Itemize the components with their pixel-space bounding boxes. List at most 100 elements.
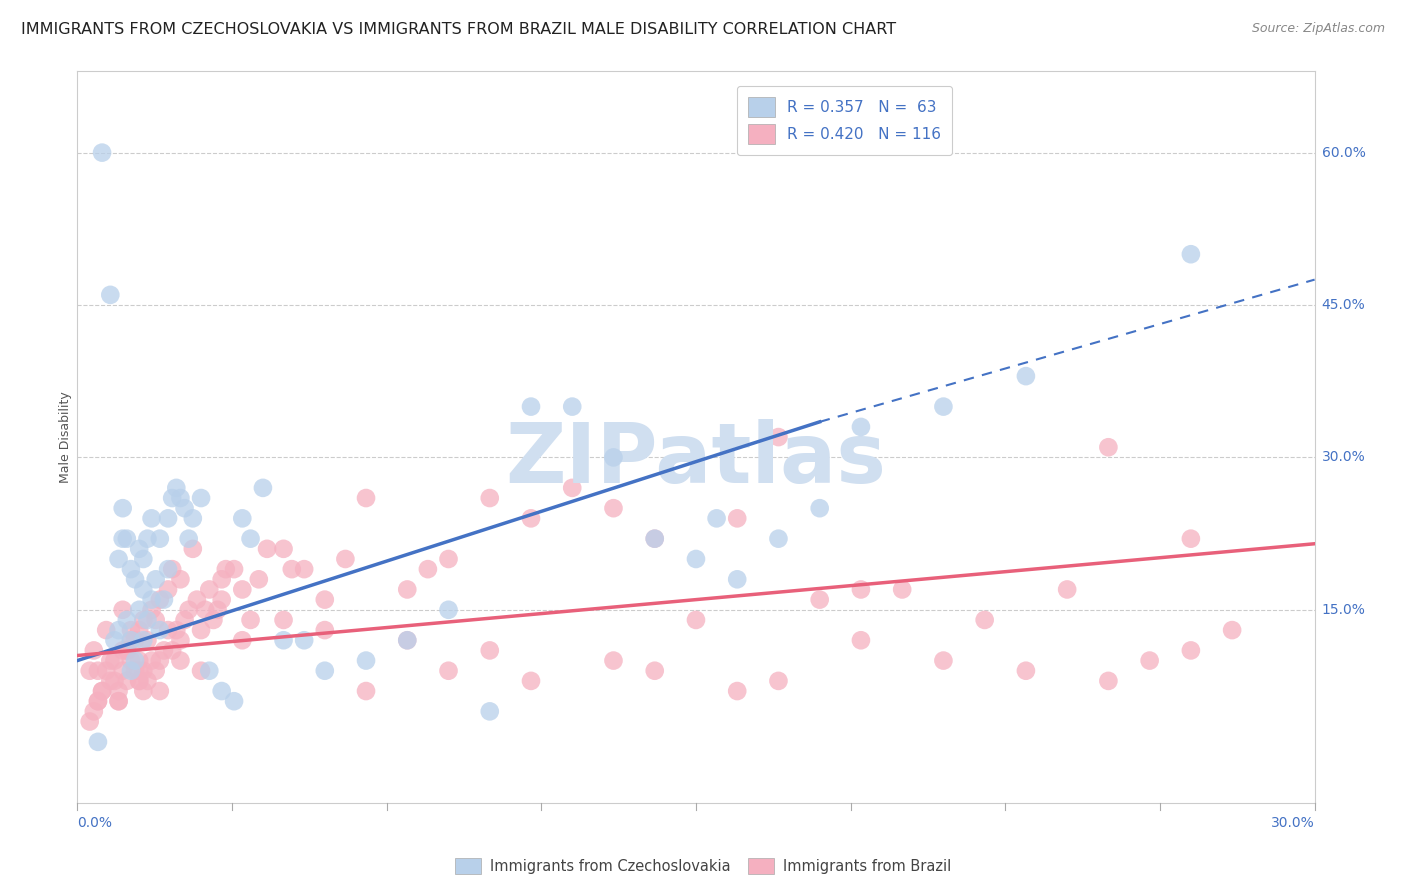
Point xyxy=(87,735,110,749)
Point xyxy=(128,623,150,637)
Point xyxy=(177,532,200,546)
Point xyxy=(932,654,955,668)
Point xyxy=(520,400,543,414)
Point xyxy=(1015,369,1038,384)
Point xyxy=(111,643,134,657)
Point xyxy=(120,623,142,637)
Point xyxy=(198,664,221,678)
Point xyxy=(1097,440,1119,454)
Point xyxy=(478,705,501,719)
Point xyxy=(149,592,172,607)
Point xyxy=(354,491,377,505)
Point xyxy=(211,684,233,698)
Point xyxy=(314,623,336,637)
Text: 45.0%: 45.0% xyxy=(1322,298,1365,312)
Point xyxy=(644,664,666,678)
Point xyxy=(115,613,138,627)
Point xyxy=(247,572,270,586)
Point xyxy=(190,664,212,678)
Point xyxy=(222,694,245,708)
Point xyxy=(91,684,114,698)
Point xyxy=(107,684,129,698)
Point xyxy=(478,643,501,657)
Point xyxy=(215,562,238,576)
Point xyxy=(132,552,155,566)
Y-axis label: Male Disability: Male Disability xyxy=(59,392,72,483)
Point xyxy=(79,714,101,729)
Point xyxy=(87,694,110,708)
Text: 60.0%: 60.0% xyxy=(1322,145,1365,160)
Legend: R = 0.357   N =  63, R = 0.420   N = 116: R = 0.357 N = 63, R = 0.420 N = 116 xyxy=(737,87,952,154)
Point xyxy=(292,562,315,576)
Point xyxy=(87,664,110,678)
Point xyxy=(103,673,125,688)
Point xyxy=(256,541,278,556)
Point xyxy=(124,633,146,648)
Point xyxy=(211,592,233,607)
Point xyxy=(437,603,460,617)
Point xyxy=(932,400,955,414)
Point xyxy=(83,643,105,657)
Point xyxy=(132,613,155,627)
Point xyxy=(96,623,118,637)
Point xyxy=(314,592,336,607)
Point xyxy=(396,582,419,597)
Point xyxy=(644,532,666,546)
Point xyxy=(808,501,831,516)
Point xyxy=(107,694,129,708)
Legend: Immigrants from Czechoslovakia, Immigrants from Brazil: Immigrants from Czechoslovakia, Immigran… xyxy=(449,852,957,880)
Point xyxy=(111,532,134,546)
Point xyxy=(416,562,439,576)
Point xyxy=(153,643,176,657)
Point xyxy=(190,623,212,637)
Point xyxy=(157,582,180,597)
Point xyxy=(1180,247,1202,261)
Point xyxy=(177,603,200,617)
Point xyxy=(111,501,134,516)
Point xyxy=(273,633,295,648)
Point xyxy=(141,603,163,617)
Point xyxy=(190,491,212,505)
Point xyxy=(354,684,377,698)
Point xyxy=(706,511,728,525)
Point xyxy=(120,664,142,678)
Point xyxy=(91,684,114,698)
Point xyxy=(273,541,295,556)
Point xyxy=(98,288,121,302)
Point xyxy=(160,562,183,576)
Point xyxy=(165,481,187,495)
Point xyxy=(354,654,377,668)
Point xyxy=(115,532,138,546)
Point xyxy=(169,491,191,505)
Point xyxy=(725,572,748,586)
Point xyxy=(169,572,191,586)
Point xyxy=(520,511,543,525)
Point xyxy=(145,613,167,627)
Point xyxy=(602,501,624,516)
Point xyxy=(849,420,872,434)
Point xyxy=(561,481,583,495)
Point xyxy=(768,673,790,688)
Text: IMMIGRANTS FROM CZECHOSLOVAKIA VS IMMIGRANTS FROM BRAZIL MALE DISABILITY CORRELA: IMMIGRANTS FROM CZECHOSLOVAKIA VS IMMIGR… xyxy=(21,22,896,37)
Text: 0.0%: 0.0% xyxy=(77,816,112,830)
Point xyxy=(231,633,253,648)
Text: ZIPatlas: ZIPatlas xyxy=(506,418,886,500)
Point xyxy=(128,654,150,668)
Point xyxy=(107,694,129,708)
Point xyxy=(103,633,125,648)
Point xyxy=(211,572,233,586)
Point xyxy=(107,623,129,637)
Point xyxy=(602,654,624,668)
Point xyxy=(145,664,167,678)
Point xyxy=(132,582,155,597)
Point xyxy=(120,633,142,648)
Point xyxy=(115,673,138,688)
Point xyxy=(1220,623,1243,637)
Point xyxy=(273,613,295,627)
Point xyxy=(132,684,155,698)
Point xyxy=(107,552,129,566)
Point xyxy=(314,664,336,678)
Point xyxy=(157,623,180,637)
Point xyxy=(132,664,155,678)
Point xyxy=(165,623,187,637)
